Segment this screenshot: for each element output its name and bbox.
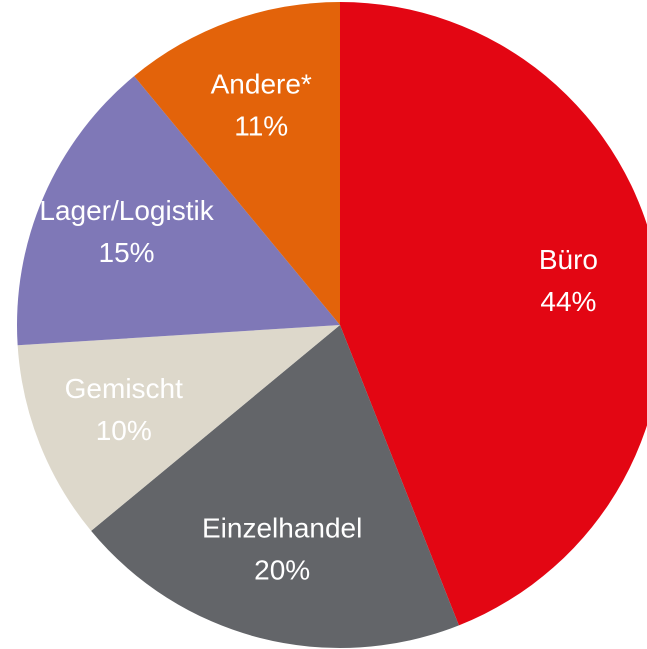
slice-label: Lager/Logistik [39,195,214,226]
slice-value-label: 44% [540,286,596,317]
slice-value-label: 20% [254,555,310,586]
slice-value-label: 11% [234,111,288,142]
slice-label: Gemischt [65,373,183,404]
slice-label: Andere* [211,69,312,100]
pie-slice [17,325,341,531]
slice-label: Büro [539,244,598,275]
slice-label: Einzelhandel [202,513,362,544]
pie-slice [134,2,340,325]
pie-slice [17,76,340,346]
pie-slice [91,325,459,648]
slice-value-label: 10% [96,415,152,446]
slice-value-label: 15% [99,237,155,268]
pie-slice [340,2,647,626]
